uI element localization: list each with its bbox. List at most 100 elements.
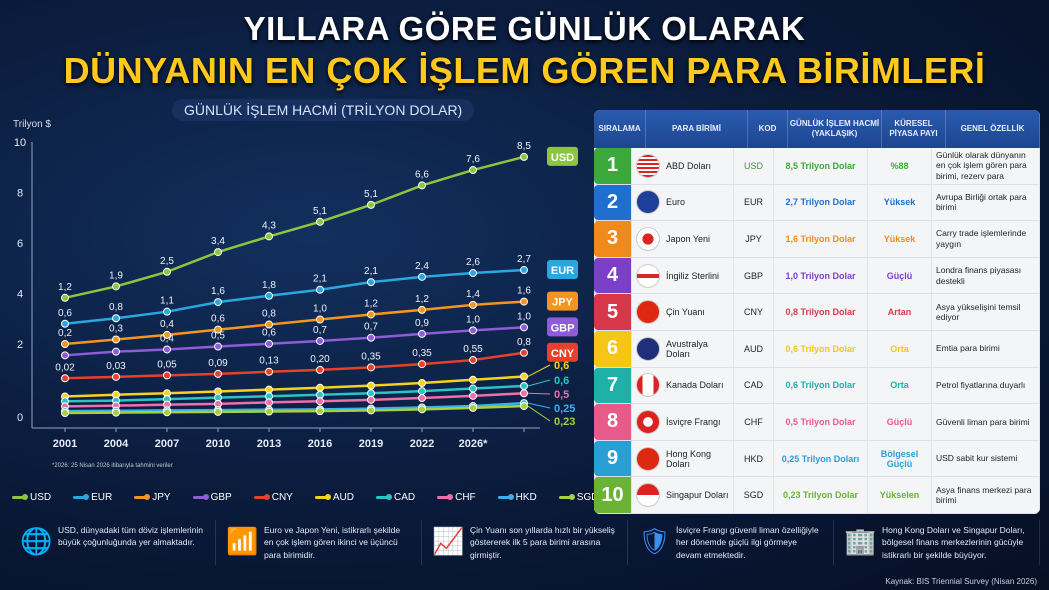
data-point-usd — [469, 166, 477, 175]
y-tick-label: 4 — [17, 289, 23, 301]
data-label: 5,1 — [364, 189, 378, 200]
general-feature: Petrol fiyatlarına duyarlı — [932, 367, 1040, 404]
x-tick-label: 2004 — [104, 438, 129, 450]
general-feature: USD sabit kur sistemi — [932, 440, 1040, 477]
data-point-gbp — [520, 323, 528, 332]
data-label: 0,35 — [361, 351, 381, 362]
column-header: SIRALAMA — [594, 110, 646, 148]
y-tick-label: 0 — [17, 412, 23, 424]
data-point-sgd — [469, 403, 477, 412]
legend-label: SGD — [576, 492, 599, 503]
flag-ch-icon — [636, 409, 660, 434]
data-label: 0,6 — [262, 328, 276, 339]
x-tick-label: 2013 — [257, 438, 281, 450]
leader-line — [527, 364, 551, 377]
legend-label: USD — [30, 492, 52, 503]
series-badge-label: JPY — [552, 297, 573, 309]
end-label-cad: 0,6 — [554, 375, 569, 387]
rank-badge: 10 — [594, 477, 632, 513]
data-point-gbp — [112, 347, 120, 356]
market-share: Güçlü — [868, 257, 932, 294]
data-point-eur — [418, 272, 426, 281]
data-label: 0,05 — [157, 359, 177, 370]
table-body: 1 ABD Doları USD 8,5 Trilyon Dolar %88 Günlük… — [594, 148, 1040, 514]
table-row: 5 Çin Yuanı CNY 0,8 Trilyon Dolar Artan Asya … — [594, 294, 1040, 331]
daily-volume: 0,25 Trilyon Doları — [774, 440, 868, 477]
data-label: 0,8 — [517, 337, 531, 348]
general-feature: Günlük olarak dünyanın en çok işlem göre… — [932, 148, 1040, 184]
data-point-sgd — [520, 402, 528, 411]
data-point-usd — [61, 293, 69, 302]
data-point-aud — [367, 381, 375, 390]
end-label-hkd: 0,25 — [554, 403, 575, 415]
data-point-usd — [265, 232, 273, 241]
end-label-chf: 0,5 — [554, 389, 569, 401]
data-point-cny — [469, 356, 477, 365]
legend-swatch-icon — [375, 494, 392, 500]
currency-code: CAD — [734, 367, 774, 404]
x-tick-label: 2022 — [410, 438, 434, 450]
data-point-cad — [316, 390, 324, 399]
data-point-chf — [520, 389, 528, 398]
legend-label: HKD — [515, 492, 537, 503]
daily-volume: 0,6 Trilyon Dolar — [774, 330, 868, 367]
legend-item-cny: CNY — [253, 492, 293, 503]
data-point-eur — [163, 307, 171, 316]
data-point-gbp — [61, 351, 69, 360]
data-point-jpy — [520, 297, 528, 306]
currency-code: JPY — [734, 221, 774, 257]
data-label: 0,7 — [313, 325, 327, 336]
legend-swatch-icon — [437, 494, 454, 500]
data-label: 1,0 — [517, 311, 531, 322]
x-tick-label: 2019 — [359, 438, 383, 450]
data-label: 0,2 — [58, 328, 72, 339]
currency-name: Singapur Doları — [666, 490, 729, 501]
data-point-aud — [469, 375, 477, 384]
data-label: 0,4 — [160, 319, 174, 330]
data-label: 1,6 — [517, 286, 531, 297]
series-line-usd — [64, 155, 525, 300]
series-line-cny — [64, 351, 525, 380]
data-label: 0,9 — [415, 318, 429, 329]
currency-name-cell: İngiliz Sterlini — [632, 257, 734, 294]
rank-badge: 2 — [594, 184, 632, 221]
general-feature: Londra finans piyasası destekli — [932, 257, 1040, 294]
data-point-jpy — [214, 325, 222, 334]
table-row: 3 Japon Yeni JPY 1,6 Trilyon Dolar Yüksek Car… — [594, 221, 1040, 258]
data-point-usd — [520, 152, 528, 161]
series-line-eur — [64, 268, 525, 326]
chart-title: GÜNLÜK İŞLEM HACMİ (TRİLYON DOLAR) — [172, 99, 475, 121]
legend-item-usd: USD — [12, 492, 51, 503]
legend-swatch-icon — [314, 494, 331, 500]
series-line-hkd — [64, 401, 525, 413]
series-badge-cny — [547, 342, 578, 362]
column-header: KÜRESEL PİYASA PAYI — [882, 110, 946, 148]
x-tick-label: 2016 — [308, 438, 332, 450]
rank-badge: 7 — [594, 367, 632, 404]
globe-dollar-icon: 🌐 — [20, 526, 53, 556]
daily-volume: 0,23 Trilyon Dolar — [774, 477, 868, 513]
daily-volume: 0,5 Trilyon Dolar — [774, 404, 868, 440]
table-row: 8 İsviçre Frangı CHF 0,5 Trilyon Dolar Güçlü… — [594, 404, 1040, 441]
currency-code: EUR — [734, 184, 774, 221]
daily-volume: 0,8 Trilyon Dolar — [774, 294, 868, 330]
data-point-jpy — [61, 340, 69, 348]
rank-badge: 1 — [594, 148, 632, 184]
legend-swatch-icon — [12, 494, 28, 500]
data-point-chf — [469, 391, 477, 400]
y-tick-label: 2 — [17, 339, 23, 351]
end-label-sgd: 0,23 — [554, 416, 575, 428]
legend-swatch-icon — [253, 494, 270, 500]
legend-swatch-icon — [134, 494, 151, 500]
data-point-jpy — [163, 330, 171, 339]
table-row: 9 Hong Kong Doları HKD 0,25 Trilyon Doları B… — [594, 440, 1040, 478]
daily-volume: 1,0 Trilyon Dolar — [774, 257, 868, 294]
table-row: 2 Euro EUR 2,7 Trilyon Dolar Yüksek Avrupa Bi… — [594, 184, 1040, 222]
flag-gb-icon — [636, 263, 660, 288]
data-point-eur — [214, 298, 222, 307]
chart-legend: USD EUR JPY GBP CNY AUD CAD CHF HKD SGD — [12, 492, 598, 503]
series-line-sgd — [64, 404, 525, 415]
fact-text: İsviçre Frangı güvenli liman özelliğiyle… — [676, 525, 819, 560]
flag-eu-icon — [636, 190, 660, 215]
legend-item-aud: AUD — [314, 492, 354, 503]
